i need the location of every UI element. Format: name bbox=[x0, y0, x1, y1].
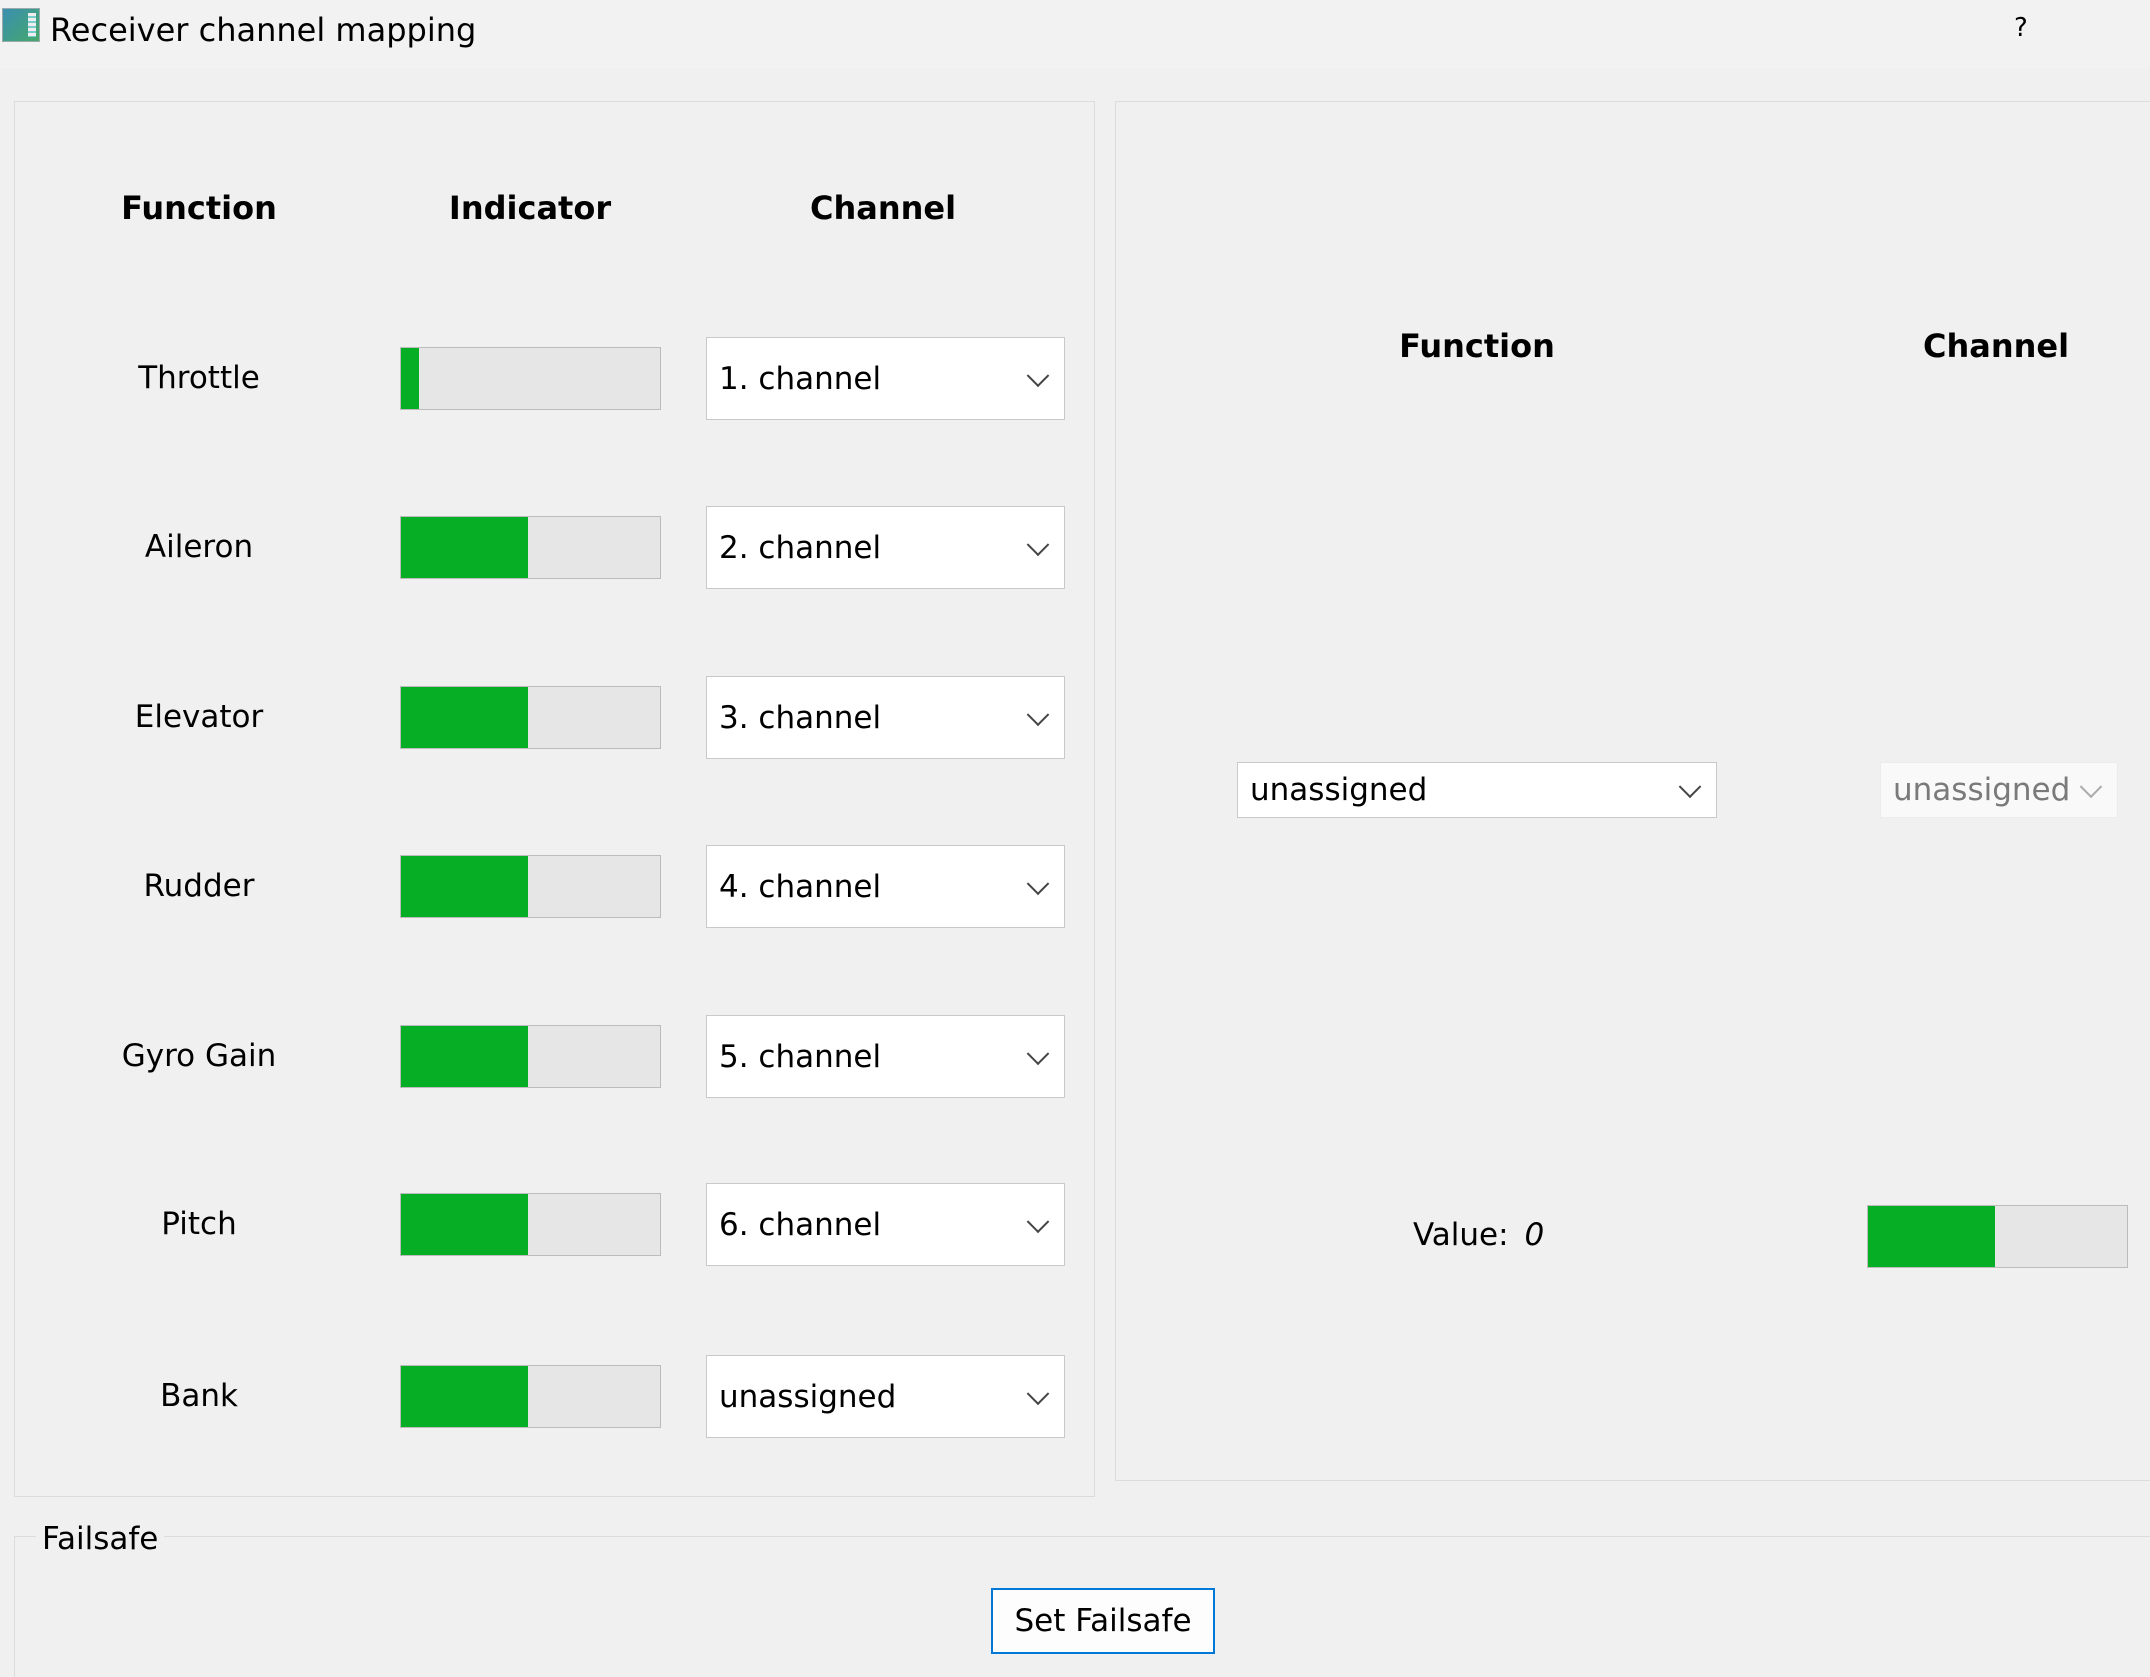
title-bar: Receiver channel mapping ? bbox=[0, 0, 2150, 68]
indicator-fill bbox=[401, 1194, 528, 1255]
channel-combo[interactable]: 1. channel bbox=[706, 337, 1065, 420]
mapping-group bbox=[14, 101, 1095, 1497]
failsafe-group bbox=[14, 1536, 2150, 1677]
value-readout: Value: 0 bbox=[1413, 1215, 1544, 1255]
chevron-down-icon bbox=[1026, 1381, 1050, 1405]
channel-combo[interactable]: 4. channel bbox=[706, 845, 1065, 928]
aux-channel-combo: unassigned bbox=[1880, 762, 2118, 818]
chevron-down-icon bbox=[1678, 775, 1702, 799]
indicator-bar bbox=[400, 347, 661, 410]
channel-combo[interactable]: unassigned bbox=[706, 1355, 1065, 1438]
indicator-bar bbox=[400, 1025, 661, 1088]
function-label: Rudder bbox=[143, 868, 255, 904]
chevron-down-icon bbox=[1026, 363, 1050, 387]
channel-value: 5. channel bbox=[719, 1038, 882, 1075]
aux-group bbox=[1115, 101, 2150, 1481]
function-label: Pitch bbox=[161, 1206, 237, 1242]
indicator-fill bbox=[401, 1366, 528, 1427]
indicator-fill bbox=[401, 856, 528, 917]
indicator-fill bbox=[401, 687, 528, 748]
channel-combo[interactable]: 3. channel bbox=[706, 676, 1065, 759]
aux-function-header: Function bbox=[1399, 327, 1555, 365]
chevron-down-icon bbox=[1026, 1041, 1050, 1065]
value-label: Value: bbox=[1413, 1217, 1509, 1253]
indicator-bar bbox=[400, 686, 661, 749]
channel-header: Channel bbox=[809, 189, 957, 227]
aux-channel-value: unassigned bbox=[1893, 772, 2071, 808]
channel-value: 6. channel bbox=[719, 1206, 882, 1243]
chevron-down-icon bbox=[1026, 871, 1050, 895]
aux-channel-header: Channel bbox=[1922, 327, 2070, 365]
indicator-fill bbox=[401, 348, 420, 409]
channel-combo[interactable]: 5. channel bbox=[706, 1015, 1065, 1098]
function-label: Bank bbox=[160, 1378, 238, 1414]
channel-value: 3. channel bbox=[719, 699, 882, 736]
channel-value: 4. channel bbox=[719, 868, 882, 905]
indicator-bar bbox=[400, 516, 661, 579]
channel-combo[interactable]: 6. channel bbox=[706, 1183, 1065, 1266]
function-label: Throttle bbox=[138, 360, 260, 396]
indicator-fill bbox=[401, 517, 528, 578]
channel-value: 1. channel bbox=[719, 360, 882, 397]
app-icon bbox=[2, 8, 40, 42]
set-failsafe-button[interactable]: Set Failsafe bbox=[991, 1588, 1215, 1654]
help-button[interactable]: ? bbox=[2014, 13, 2028, 43]
indicator-bar bbox=[400, 1193, 661, 1256]
indicator-bar bbox=[400, 1365, 661, 1428]
aux-indicator-fill bbox=[1868, 1206, 1995, 1267]
window-title: Receiver channel mapping bbox=[50, 11, 477, 49]
aux-function-combo[interactable]: unassigned bbox=[1237, 762, 1717, 818]
aux-function-value: unassigned bbox=[1250, 772, 1428, 808]
indicator-fill bbox=[401, 1026, 528, 1087]
channel-value: 2. channel bbox=[719, 529, 882, 566]
indicator-header: Indicator bbox=[448, 189, 612, 227]
function-label: Elevator bbox=[134, 699, 264, 735]
value-number: 0 bbox=[1524, 1217, 1545, 1253]
function-label: Aileron bbox=[144, 529, 254, 565]
indicator-bar bbox=[400, 855, 661, 918]
chevron-down-icon bbox=[1026, 1209, 1050, 1233]
chevron-down-icon bbox=[1026, 532, 1050, 556]
function-label: Gyro Gain bbox=[121, 1038, 277, 1074]
channel-combo[interactable]: 2. channel bbox=[706, 506, 1065, 589]
failsafe-title: Failsafe bbox=[36, 1519, 165, 1559]
function-header: Function bbox=[121, 189, 277, 227]
channel-value: unassigned bbox=[719, 1378, 897, 1415]
chevron-down-icon bbox=[1026, 702, 1050, 726]
chevron-down-icon bbox=[2079, 775, 2103, 799]
aux-indicator-bar bbox=[1867, 1205, 2128, 1268]
